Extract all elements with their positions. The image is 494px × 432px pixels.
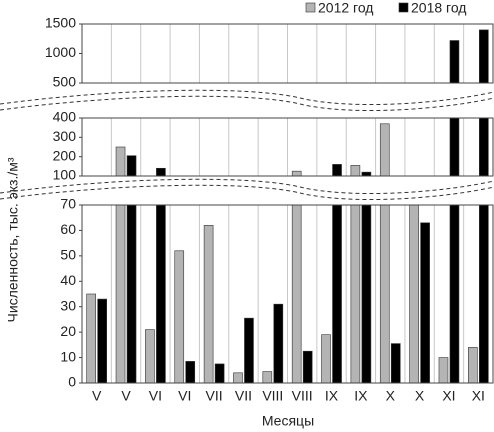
- y-tick-label: 100: [53, 167, 77, 183]
- bar: [97, 298, 107, 384]
- x-tick-label: VIII: [292, 388, 313, 404]
- x-tick-label: X: [415, 388, 425, 404]
- x-tick-label: XI: [472, 388, 485, 404]
- bar: [379, 204, 390, 384]
- x-tick-label: XI: [442, 388, 455, 404]
- x-tick-label: VII: [206, 388, 223, 404]
- bar: [302, 350, 313, 384]
- bar: [203, 225, 214, 384]
- bar: [115, 146, 126, 177]
- x-tick-label: VI: [178, 388, 191, 404]
- bar: [145, 329, 155, 384]
- axis-break: [0, 178, 494, 195]
- bar: [449, 40, 460, 84]
- bar: [409, 204, 419, 384]
- bar: [479, 204, 489, 384]
- x-tick-label: IX: [325, 388, 339, 404]
- y-tick-label: 200: [53, 147, 77, 163]
- y-tick-label: 300: [53, 128, 77, 144]
- bar: [86, 293, 96, 384]
- y-tick-label: 400: [53, 109, 77, 125]
- bar: [420, 222, 430, 384]
- bar: [390, 343, 401, 384]
- axis-break: [0, 184, 494, 201]
- legend-swatch: [305, 2, 316, 13]
- bar: [379, 123, 390, 177]
- x-tick-label: V: [92, 388, 102, 404]
- legend-swatch: [398, 2, 409, 13]
- axis-break: [0, 95, 494, 112]
- bar: [438, 357, 449, 384]
- bar: [332, 204, 342, 384]
- y-tick-label: 1000: [45, 44, 76, 60]
- panel-frame: [81, 23, 494, 84]
- x-axis-label: Месяцы: [262, 413, 314, 429]
- y-tick-label: 30: [60, 297, 76, 313]
- x-tick-label: VI: [149, 388, 162, 404]
- bar: [273, 303, 284, 384]
- bar: [350, 165, 361, 177]
- bar: [361, 204, 372, 384]
- bar: [449, 117, 460, 177]
- bar: [156, 167, 166, 177]
- x-tick-label: V: [121, 388, 131, 404]
- y-tick-label: 50: [60, 247, 76, 263]
- legend-label: 2018 год: [411, 0, 466, 16]
- y-tick-label: 500: [53, 74, 77, 90]
- y-tick-label: 0: [68, 374, 76, 390]
- bar: [126, 155, 137, 177]
- bar: [233, 372, 243, 384]
- legend-label: 2012 год: [318, 0, 373, 16]
- x-tick-label: IX: [354, 388, 368, 404]
- y-tick-label: 10: [60, 348, 76, 364]
- y-tick-label: 20: [60, 323, 76, 339]
- bar: [291, 170, 302, 177]
- bar: [361, 171, 372, 177]
- panel-frame: [81, 204, 494, 384]
- bar: [115, 204, 126, 384]
- bar: [350, 204, 361, 384]
- bar: [244, 317, 254, 384]
- y-tick-label: 1500: [45, 15, 76, 31]
- bar: [332, 164, 342, 177]
- y-tick-label: 40: [60, 272, 76, 288]
- panel-frame: [81, 117, 494, 177]
- bar: [479, 117, 489, 177]
- bar: [262, 371, 273, 384]
- bar: [321, 334, 331, 384]
- bar: [479, 29, 489, 84]
- axis-break: [0, 89, 494, 106]
- bar: [291, 204, 302, 384]
- bar: [214, 363, 225, 384]
- y-tick-label: 60: [60, 221, 76, 237]
- bar: [156, 204, 166, 384]
- x-tick-label: VIII: [262, 388, 283, 404]
- bar: [185, 361, 196, 384]
- bar: [174, 250, 185, 384]
- bar: [449, 204, 460, 384]
- x-tick-label: VII: [235, 388, 252, 404]
- y-tick-label: 70: [60, 196, 76, 212]
- y-axis-label: Численность, тыс. экз./м³: [5, 157, 21, 322]
- x-tick-label: X: [386, 388, 396, 404]
- bar: [468, 347, 478, 384]
- bar: [126, 204, 137, 384]
